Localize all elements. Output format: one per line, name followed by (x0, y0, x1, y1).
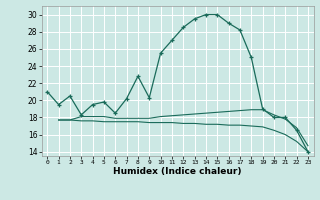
X-axis label: Humidex (Indice chaleur): Humidex (Indice chaleur) (113, 167, 242, 176)
